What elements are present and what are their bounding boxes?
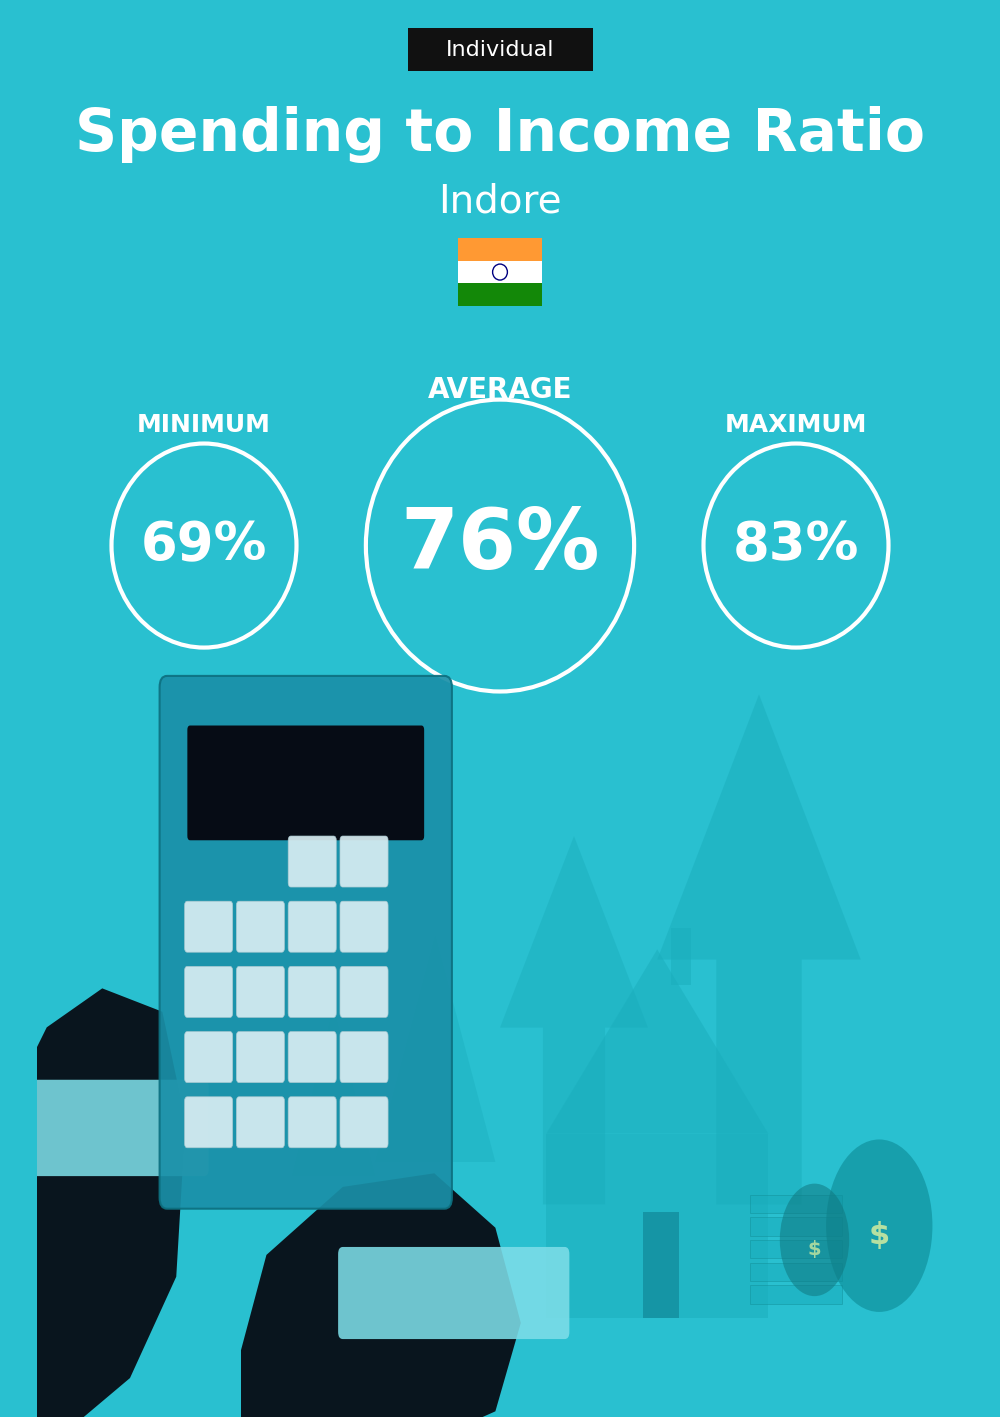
FancyBboxPatch shape [288,901,336,952]
Polygon shape [546,1134,768,1318]
FancyBboxPatch shape [408,28,593,71]
Bar [750,1240,842,1258]
FancyBboxPatch shape [236,1032,284,1083]
FancyBboxPatch shape [288,1097,336,1148]
FancyBboxPatch shape [185,966,233,1017]
Text: 69%: 69% [141,520,267,571]
FancyBboxPatch shape [340,836,388,887]
Polygon shape [375,935,495,1162]
Bar [750,1285,842,1304]
Bar [458,261,542,283]
FancyBboxPatch shape [340,1032,388,1083]
FancyBboxPatch shape [185,901,233,952]
Text: Indore: Indore [438,183,562,220]
Ellipse shape [826,1139,932,1312]
Bar [750,1217,842,1236]
Text: Individual: Individual [446,40,554,60]
Polygon shape [292,1006,375,1176]
FancyBboxPatch shape [14,1080,209,1176]
FancyBboxPatch shape [185,1097,233,1148]
Bar [458,283,542,306]
Text: 83%: 83% [733,520,859,571]
Bar [458,238,542,261]
Polygon shape [500,836,648,1204]
Text: MINIMUM: MINIMUM [137,414,271,436]
FancyBboxPatch shape [236,1097,284,1148]
FancyBboxPatch shape [160,676,452,1209]
Bar [643,1212,679,1318]
FancyBboxPatch shape [288,1032,336,1083]
FancyBboxPatch shape [340,901,388,952]
FancyBboxPatch shape [338,1247,569,1339]
Bar [750,1263,842,1281]
FancyBboxPatch shape [187,726,424,840]
Polygon shape [546,949,768,1134]
Polygon shape [241,1173,521,1417]
FancyBboxPatch shape [340,1097,388,1148]
FancyBboxPatch shape [185,1032,233,1083]
FancyBboxPatch shape [340,966,388,1017]
Text: MAXIMUM: MAXIMUM [725,414,867,436]
Bar [750,1195,842,1213]
Polygon shape [0,989,186,1417]
FancyBboxPatch shape [236,901,284,952]
Text: $: $ [869,1221,890,1250]
Text: 76%: 76% [400,504,600,587]
FancyBboxPatch shape [288,966,336,1017]
Ellipse shape [780,1183,849,1297]
Text: Spending to Income Ratio: Spending to Income Ratio [75,106,925,163]
Text: $: $ [808,1240,821,1260]
FancyBboxPatch shape [236,966,284,1017]
FancyBboxPatch shape [288,836,336,887]
Bar [671,928,691,985]
Polygon shape [657,694,861,1204]
Text: AVERAGE: AVERAGE [428,376,572,404]
